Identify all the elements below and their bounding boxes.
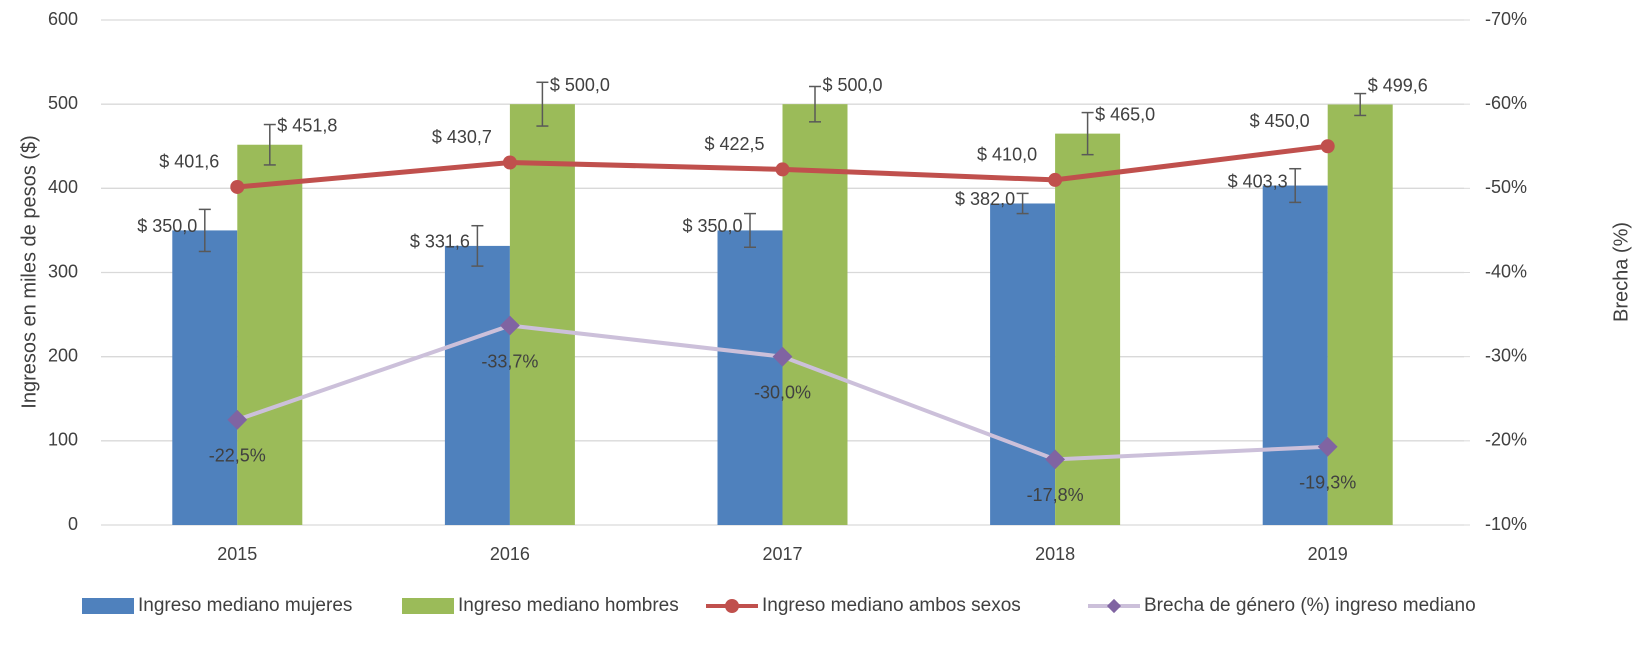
- bar: [782, 104, 848, 526]
- data-label: $ 331,6: [410, 232, 470, 252]
- y2-tick-label: -20%: [1485, 430, 1527, 450]
- y2-tick-label: -50%: [1485, 177, 1527, 197]
- y2-tick-label: -30%: [1485, 345, 1527, 365]
- bar: [717, 230, 783, 525]
- y2-tick-label: -10%: [1485, 514, 1527, 534]
- y-tick-label: 100: [48, 430, 78, 450]
- data-label: $ 401,6: [159, 152, 219, 172]
- error-bar: [471, 224, 484, 267]
- y2-axis-title: Brecha (%): [1610, 222, 1632, 322]
- error-bar: [1081, 111, 1094, 156]
- x-tick-label: 2016: [490, 544, 530, 564]
- y-tick-label: 200: [48, 345, 78, 365]
- marker: [775, 162, 790, 177]
- data-label: $ 450,0: [1250, 111, 1310, 131]
- legend-marker: [725, 599, 739, 613]
- y-tick-label: 0: [68, 514, 78, 534]
- error-bar: [1354, 92, 1367, 117]
- bar: [1327, 104, 1393, 526]
- data-label: $ 403,3: [1228, 171, 1288, 191]
- bar: [1262, 185, 1328, 525]
- error-bar: [536, 81, 549, 127]
- marker: [1320, 139, 1335, 154]
- marker: [1317, 436, 1338, 457]
- y-tick-label: 300: [48, 261, 78, 281]
- data-label: -30,0%: [754, 382, 811, 402]
- marker: [500, 315, 520, 336]
- data-label: $ 500,0: [823, 75, 883, 95]
- bar: [444, 245, 510, 526]
- x-tick-label: 2018: [1035, 544, 1075, 564]
- error-bar: [198, 208, 211, 253]
- data-label: $ 410,0: [977, 145, 1037, 165]
- legend-label: Ingreso mediano mujeres: [138, 595, 352, 616]
- x-tick-label: 2015: [217, 544, 257, 564]
- data-label: $ 422,5: [704, 134, 764, 154]
- error-bar: [1289, 167, 1302, 204]
- error-bar: [1016, 192, 1029, 215]
- marker: [772, 346, 793, 367]
- legend-marker: [1106, 598, 1122, 614]
- data-label: -17,8%: [1027, 485, 1084, 505]
- marker: [502, 155, 517, 170]
- data-label: -22,5%: [209, 446, 266, 466]
- legend-swatch: [82, 598, 134, 614]
- y-tick-label: 500: [48, 93, 78, 113]
- data-label: $ 350,0: [137, 216, 197, 236]
- marker: [230, 179, 245, 194]
- data-label: $ 382,0: [955, 189, 1015, 209]
- error-bar: [809, 85, 821, 123]
- marker: [1045, 449, 1065, 470]
- data-label: $ 451,8: [277, 115, 337, 135]
- data-label: -33,7%: [481, 351, 538, 371]
- y2-tick-label: -70%: [1485, 9, 1527, 29]
- data-label: $ 499,6: [1368, 75, 1428, 95]
- legend-label: Ingreso mediano ambos sexos: [762, 595, 1021, 616]
- data-label: $ 465,0: [1095, 104, 1155, 124]
- data-label: $ 350,0: [682, 216, 742, 236]
- legend-label: Ingreso mediano hombres: [458, 595, 679, 616]
- data-label: $ 430,7: [432, 127, 492, 147]
- marker: [1048, 172, 1063, 187]
- x-tick-label: 2017: [762, 544, 802, 564]
- y-tick-label: 600: [48, 9, 78, 29]
- bar: [172, 230, 238, 525]
- y2-tick-label: -40%: [1485, 261, 1527, 281]
- legend-label: Brecha de género (%) ingreso mediano: [1144, 595, 1476, 616]
- bar: [237, 144, 303, 526]
- error-bar: [263, 123, 276, 166]
- legend-swatch: [402, 598, 454, 614]
- y2-tick-label: -60%: [1485, 93, 1527, 113]
- bar: [1055, 133, 1121, 525]
- error-bar: [744, 212, 756, 248]
- data-label: -19,3%: [1299, 472, 1356, 492]
- bar: [509, 104, 575, 526]
- y-tick-label: 400: [48, 177, 78, 197]
- data-label: $ 500,0: [550, 75, 610, 95]
- y-axis-title: Ingresos en miles de pesos ($): [18, 135, 40, 408]
- marker: [227, 409, 248, 430]
- x-tick-label: 2019: [1308, 544, 1348, 564]
- bar: [990, 203, 1056, 525]
